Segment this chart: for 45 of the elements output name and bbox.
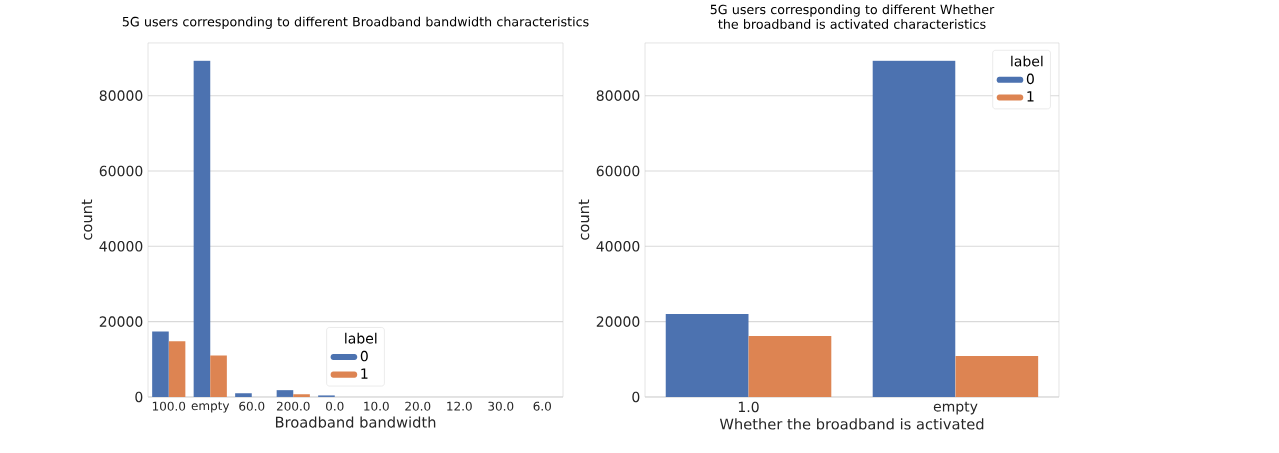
bar — [276, 390, 294, 397]
bar — [748, 335, 832, 397]
x-tick-label: empty — [191, 401, 230, 413]
x-tick-label: 200.0 — [276, 401, 310, 411]
legend-title: label — [345, 332, 377, 344]
y-axis-title: count — [81, 199, 93, 240]
x-tick-label: 60.0 — [239, 401, 265, 411]
y-tick-label: 80000 — [99, 90, 143, 101]
y-tick-label: 40000 — [596, 241, 640, 252]
y-axis-title: count — [578, 199, 590, 240]
x-tick-label: 12.0 — [447, 401, 472, 411]
legend-label: 0 — [360, 350, 368, 362]
bar — [665, 314, 749, 397]
bar — [235, 393, 252, 397]
y-tick-label: 0 — [632, 391, 640, 403]
y-tick-label: 20000 — [596, 316, 640, 327]
bar — [168, 341, 186, 397]
bar — [152, 331, 169, 397]
y-tick-label: 20000 — [99, 316, 143, 327]
legend-label: 1 — [361, 368, 368, 379]
y-tick-label: 0 — [135, 391, 143, 403]
legend-title: label — [1011, 55, 1043, 67]
chart-title: 5G users corresponding to different Whether the broadband is activated characteristics — [710, 4, 995, 29]
bar — [193, 60, 211, 397]
bar — [293, 394, 310, 397]
legend-label: 1 — [1027, 91, 1034, 102]
bar — [872, 60, 956, 397]
x-tick-label: 20.0 — [405, 401, 431, 411]
x-axis-title: Broadband bandwidth — [275, 416, 436, 428]
y-tick-label: 60000 — [99, 165, 143, 177]
chart-title: 5G users corresponding to different Broadband bandwidth characteristics — [122, 16, 589, 29]
x-axis-title: Whether the broadband is activated — [719, 418, 984, 430]
x-tick-label: 30.0 — [488, 401, 514, 411]
x-tick-label: 100.0 — [152, 401, 186, 411]
x-tick-label: empty — [933, 401, 978, 415]
legend-label: 0 — [1026, 73, 1034, 85]
x-tick-label: 0.0 — [326, 401, 344, 411]
x-tick-label: 6.0 — [533, 401, 551, 411]
y-tick-label: 80000 — [596, 90, 640, 101]
y-tick-label: 40000 — [99, 241, 143, 252]
y-tick-label: 60000 — [596, 165, 640, 177]
bar — [210, 355, 227, 397]
bar — [955, 355, 1039, 397]
x-tick-label: 1.0 — [738, 401, 759, 413]
x-tick-label: 10.0 — [364, 401, 389, 411]
